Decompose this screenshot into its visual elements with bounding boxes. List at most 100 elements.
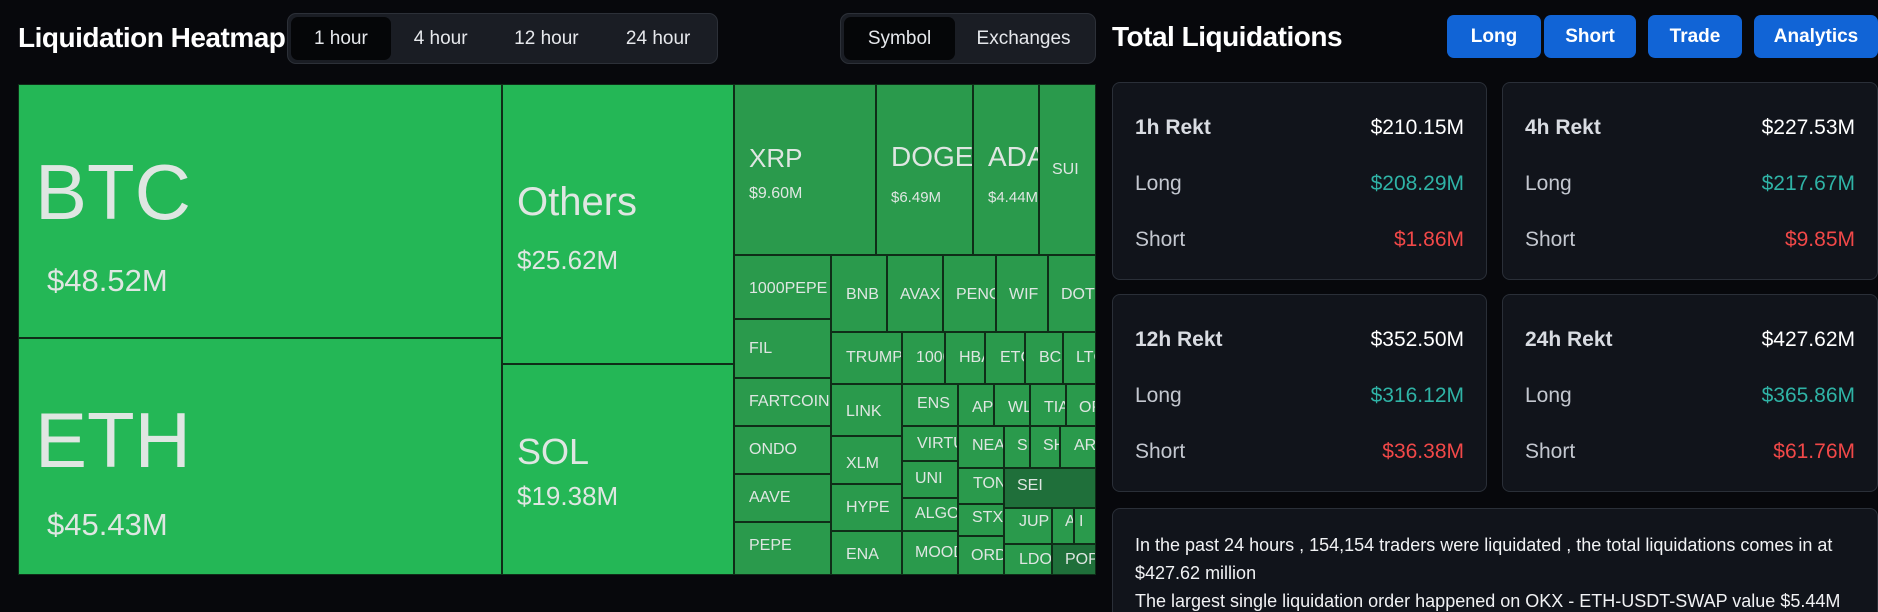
rekt-card-1h: 1h Rekt $210.15M Long $208.29M Short $1.86M [1112, 82, 1487, 280]
tile-symbol-label: AAVE [749, 489, 791, 506]
tile-symbol-label: FIL [749, 340, 773, 357]
rekt-total-value: $210.15M [1370, 116, 1464, 139]
treemap-tile[interactable]: VIRTUAL [902, 426, 958, 461]
tile-symbol-label: JUP [1019, 513, 1050, 530]
treemap-tile[interactable]: HBAR [945, 332, 985, 384]
treemap-tile[interactable]: AAVE [734, 474, 831, 522]
treemap-tile[interactable]: MOODENG [902, 531, 958, 575]
treemap-tile[interactable]: UNI [902, 461, 958, 498]
tile-symbol-label: HYPE [846, 499, 890, 516]
treemap-tile[interactable]: XRP $9.60M [734, 84, 876, 255]
tile-symbol-label: ENS [917, 395, 950, 412]
tile-symbol-label: DOGE [891, 141, 973, 172]
treemap-tile[interactable]: FIL [734, 319, 831, 378]
tile-symbol-label: UNI [915, 470, 943, 487]
rekt-card-12h: 12h Rekt $352.50M Long $316.12M Short $36.3… [1112, 294, 1487, 492]
tile-symbol-label: WLD [1008, 399, 1029, 416]
treemap-tile[interactable]: OP [1066, 384, 1096, 426]
treemap-tile[interactable]: TIA [1030, 384, 1066, 426]
tile-symbol-label: SEI [1017, 477, 1043, 494]
treemap-tile[interactable]: Others $25.62M [502, 84, 734, 364]
tile-symbol-label: NEAR [972, 437, 1004, 454]
tile-symbol-label: STX [972, 509, 1004, 526]
treemap-tile[interactable]: ORDI [958, 536, 1004, 575]
treemap-tile[interactable]: XLM [831, 436, 902, 484]
tile-symbol-label: LINK [846, 403, 882, 420]
long-label: Long [1135, 172, 1182, 195]
treemap-tile[interactable]: BCH [1025, 332, 1063, 384]
treemap-tile[interactable]: 1000 [902, 332, 945, 384]
treemap-tile[interactable]: PEPE [734, 522, 831, 575]
tile-symbol-label: XRP [749, 143, 803, 173]
tile-symbol-label: SHIB [1017, 437, 1029, 454]
treemap-tile[interactable]: SHELL [1030, 426, 1060, 468]
treemap-tile[interactable]: SEI [1004, 468, 1096, 508]
rekt-period-label: 4h Rekt [1525, 116, 1601, 139]
treemap-tile[interactable]: DOGE $6.49M [876, 84, 973, 255]
tab-1-hour[interactable]: 1 hour [291, 17, 391, 60]
treemap-tile[interactable]: 1000PEPE [734, 255, 831, 319]
treemap-tile[interactable]: NEAR [958, 426, 1004, 468]
view-tabs: Symbol Exchanges [840, 13, 1096, 64]
rekt-card-24h: 24h Rekt $427.62M Long $365.86M Short $61.7… [1502, 294, 1878, 492]
treemap-tile[interactable]: STX [958, 504, 1004, 536]
tile-symbol-label: OP [1079, 399, 1095, 416]
liquidation-summary: In the past 24 hours , 154,154 traders w… [1112, 508, 1878, 612]
treemap-tile[interactable]: WLD [994, 384, 1030, 426]
tab-24-hour[interactable]: 24 hour [625, 27, 691, 49]
short-button[interactable]: Short [1544, 15, 1636, 58]
tile-symbol-label: ETC [1000, 349, 1024, 366]
short-value: $1.86M [1393, 228, 1464, 251]
rekt-total-value: $427.62M [1761, 328, 1855, 351]
long-button[interactable]: Long [1447, 15, 1541, 58]
short-value: $9.85M [1784, 228, 1855, 251]
treemap-tile[interactable]: WIF [996, 255, 1048, 332]
treemap-tile[interactable]: ALGO [902, 498, 958, 531]
treemap-tile[interactable]: ENS [902, 384, 958, 426]
rekt-period-label: 1h Rekt [1135, 116, 1211, 139]
tile-symbol-label: ORDI [971, 547, 1003, 564]
treemap-tile[interactable]: A [1052, 508, 1074, 544]
treemap-tile[interactable]: BNB [831, 255, 887, 332]
rekt-period-label: 12h Rekt [1135, 328, 1223, 351]
treemap-tile[interactable]: ADA $4.44M [973, 84, 1039, 255]
tile-value-label: $19.38M [517, 481, 619, 511]
tab-symbol[interactable]: Symbol [844, 17, 956, 60]
treemap-tile[interactable]: LDO [1004, 544, 1052, 575]
tab-exchanges[interactable]: Exchanges [976, 27, 1071, 49]
treemap-tile[interactable]: ONDO [734, 426, 831, 474]
short-value: $61.76M [1773, 440, 1855, 463]
treemap-tile[interactable]: SUI [1039, 84, 1096, 255]
tab-12-hour[interactable]: 12 hour [514, 27, 579, 49]
treemap-tile[interactable]: POPCAT [1052, 544, 1096, 575]
treemap-tile[interactable]: FARTCOIN [734, 378, 831, 426]
treemap-tile[interactable]: BTC $48.52M [18, 84, 502, 338]
tile-symbol-label: PEPE [749, 537, 792, 554]
treemap-tile[interactable]: LTC [1063, 332, 1096, 384]
treemap-tile[interactable]: ENA [831, 531, 902, 575]
tile-symbol-label: APT [972, 399, 994, 416]
treemap-tile[interactable]: LINK [831, 384, 902, 436]
treemap-tile[interactable]: SHIB [1004, 426, 1030, 468]
treemap-tile[interactable]: AVAX [887, 255, 943, 332]
analytics-button[interactable]: Analytics [1754, 15, 1878, 58]
tile-value-label: $4.44M [988, 189, 1039, 206]
treemap-tile[interactable]: I [1074, 508, 1096, 544]
treemap-tile[interactable]: JUP [1004, 508, 1052, 544]
treemap-tile[interactable]: PENGU [943, 255, 996, 332]
tile-symbol-label: MOODENG [915, 544, 957, 561]
treemap-tile[interactable]: DOT [1048, 255, 1096, 332]
tab-4-hour[interactable]: 4 hour [413, 27, 468, 49]
treemap-tile[interactable]: HYPE [831, 484, 902, 531]
treemap-tile[interactable]: ETC [985, 332, 1025, 384]
treemap-tile[interactable]: ARB [1060, 426, 1096, 468]
tile-symbol-label: ARB [1074, 437, 1096, 454]
treemap-tile[interactable]: TRUMP [831, 332, 902, 384]
treemap-tile[interactable]: ETH $45.43M [18, 338, 502, 575]
trade-button[interactable]: Trade [1648, 15, 1742, 58]
treemap-tile[interactable]: SOL $19.38M [502, 364, 734, 575]
treemap-tile[interactable]: TON [958, 468, 1004, 504]
time-range-tabs: 1 hour 4 hour 12 hour 24 hour [287, 13, 718, 64]
treemap-tile[interactable]: APT [958, 384, 994, 426]
